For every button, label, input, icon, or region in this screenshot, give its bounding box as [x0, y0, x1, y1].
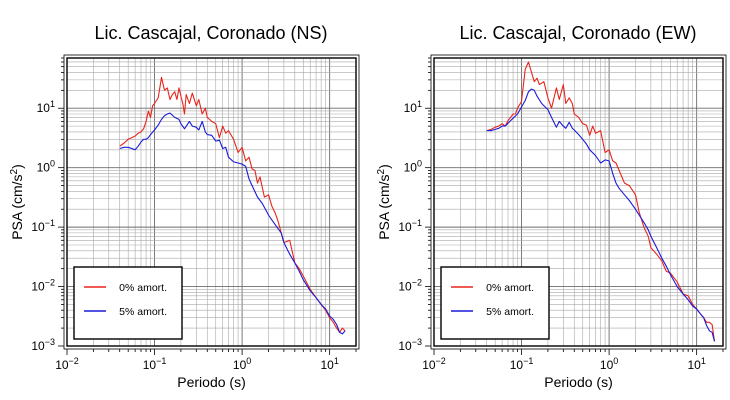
x-tick-label-base: 10: [687, 358, 701, 372]
x-tick-label-base: 10: [600, 358, 614, 372]
y-tick-label-base: 10: [31, 339, 45, 353]
legend-label: 0% amort.: [486, 282, 534, 294]
legend: 0% amort. 5% amort.: [440, 266, 550, 340]
y-axis-label-tail: ): [376, 164, 392, 169]
y-axis-label-sup: 2: [9, 168, 20, 174]
legend-label: 0% amort.: [119, 282, 167, 294]
x-tick-label-base: 10: [510, 358, 524, 372]
y-axis-label: PSA (cm/s2): [9, 164, 25, 240]
y-tick-label-base: 10: [398, 280, 412, 294]
y-tick-label-exp: −2: [412, 278, 422, 288]
x-tick-label-exp: −1: [156, 356, 166, 366]
y-tick-label-base: 10: [31, 280, 45, 294]
x-tick-label: 100: [233, 356, 251, 372]
legend-box: [440, 266, 550, 340]
plot-frame-outer: [430, 54, 727, 350]
y-tick-label-base: 10: [37, 161, 51, 175]
x-tick-label-exp: 0: [613, 356, 618, 366]
chart-title: Lic. Cascajal, Coronado (EW): [459, 23, 696, 43]
y-tick-label-base: 10: [404, 161, 418, 175]
y-tick-label-base: 10: [37, 101, 51, 115]
x-tick-label-exp: 0: [246, 356, 251, 366]
chart-title: Lic. Cascajal, Coronado (NS): [94, 23, 327, 43]
y-tick-label-exp: −2: [45, 278, 55, 288]
tick-marks: [425, 57, 724, 355]
legend: 0% amort. 5% amort.: [73, 266, 183, 340]
legend-box: [73, 266, 183, 340]
y-tick-label: 100: [404, 159, 422, 175]
y-axis-label-main: PSA (cm/s: [376, 174, 392, 239]
y-tick-label-exp: −1: [412, 218, 422, 228]
plot-frame: [66, 57, 357, 347]
plot-frame: [433, 57, 724, 347]
x-tick-label-exp: −1: [523, 356, 533, 366]
series-line-damped: [486, 88, 716, 342]
y-tick-label-exp: −1: [45, 218, 55, 228]
y-axis-label-main: PSA (cm/s: [9, 174, 25, 239]
x-tick-label: 10−2: [422, 356, 446, 372]
x-axis-label: Periodo (s): [177, 374, 245, 390]
x-tick-label-base: 10: [422, 358, 436, 372]
y-tick-label-base: 10: [404, 101, 418, 115]
x-tick-label: 101: [320, 356, 338, 372]
series-line-damped: [119, 112, 346, 335]
y-tick-label-exp: −3: [45, 337, 55, 347]
series-line-undamped: [486, 61, 716, 342]
y-axis-label-tail: ): [9, 164, 25, 169]
x-tick-label-exp: −2: [436, 356, 446, 366]
y-tick-label-exp: −3: [412, 337, 422, 347]
y-tick-label-exp: 1: [50, 99, 55, 109]
x-tick-label: 101: [687, 356, 705, 372]
y-tick-label-base: 10: [398, 220, 412, 234]
y-tick-label: 10−2: [398, 278, 422, 294]
x-tick-label-exp: 1: [334, 356, 339, 366]
x-tick-label: 100: [600, 356, 618, 372]
y-tick-label: 10−1: [31, 218, 55, 234]
x-tick-label-exp: −2: [69, 356, 79, 366]
y-tick-label: 10−2: [31, 278, 55, 294]
legend-label: 5% amort.: [486, 306, 534, 318]
tick-marks: [58, 57, 357, 355]
y-tick-label-base: 10: [31, 220, 45, 234]
x-tick-label-exp: 1: [701, 356, 706, 366]
y-tick-label: 101: [37, 99, 55, 115]
x-tick-label: 10−1: [510, 356, 534, 372]
legend-label: 5% amort.: [119, 306, 167, 318]
y-axis-label: PSA (cm/s2): [376, 164, 392, 240]
x-tick-label: 10−2: [55, 356, 79, 372]
y-tick-label: 100: [37, 159, 55, 175]
x-tick-label-base: 10: [143, 358, 157, 372]
y-axis-label-sup: 2: [376, 168, 387, 174]
x-tick-label: 10−1: [143, 356, 167, 372]
y-tick-label-exp: 0: [50, 159, 55, 169]
x-tick-label-base: 10: [320, 358, 334, 372]
y-tick-label: 10−1: [398, 218, 422, 234]
y-tick-label: 10−3: [31, 337, 55, 353]
y-tick-label: 10−3: [398, 337, 422, 353]
series-line-undamped: [119, 76, 346, 333]
y-tick-label: 101: [404, 99, 422, 115]
y-tick-label-exp: 1: [417, 99, 422, 109]
x-tick-label-base: 10: [55, 358, 69, 372]
plot-frame-outer: [63, 54, 360, 350]
y-tick-label-base: 10: [398, 339, 412, 353]
y-tick-label-exp: 0: [417, 159, 422, 169]
x-tick-label-base: 10: [233, 358, 247, 372]
x-axis-label: Periodo (s): [544, 374, 612, 390]
